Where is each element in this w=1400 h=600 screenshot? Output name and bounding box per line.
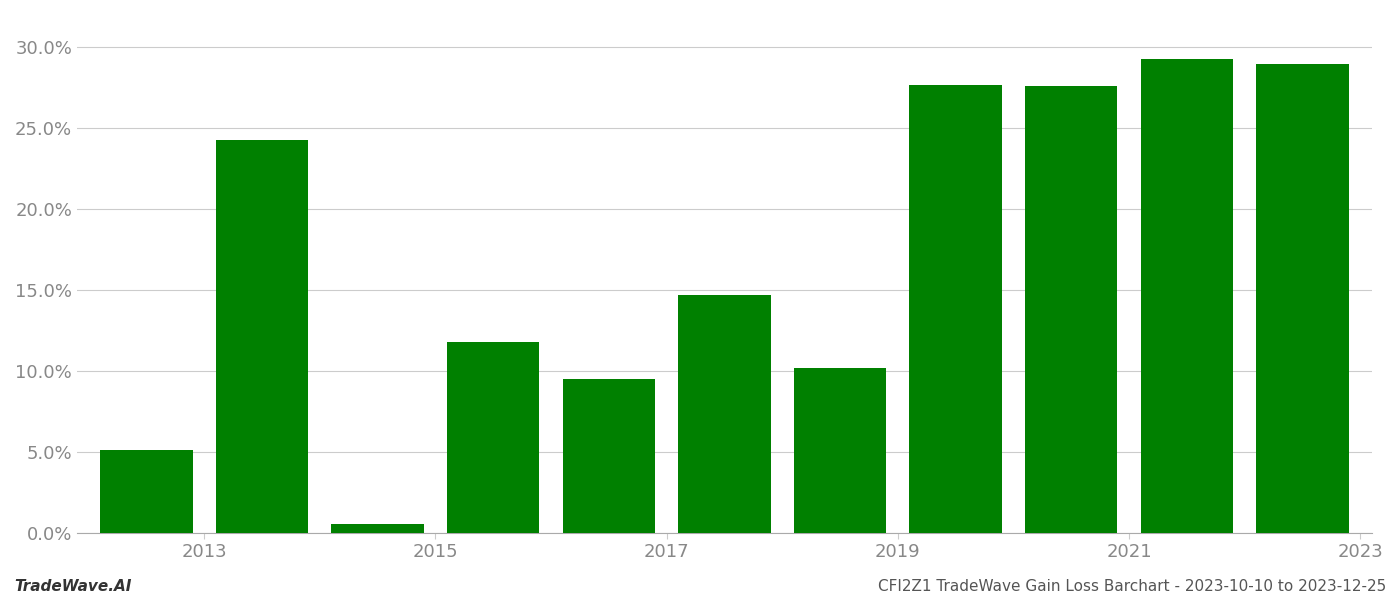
Text: CFI2Z1 TradeWave Gain Loss Barchart - 2023-10-10 to 2023-12-25: CFI2Z1 TradeWave Gain Loss Barchart - 20… [878, 579, 1386, 594]
Bar [1025, 86, 1117, 533]
Bar [794, 368, 886, 533]
Bar [216, 140, 308, 533]
Bar [1141, 59, 1233, 533]
Bar [101, 450, 193, 533]
Text: TradeWave.AI: TradeWave.AI [14, 579, 132, 594]
Bar [447, 342, 539, 533]
Bar [678, 295, 770, 533]
Bar [332, 524, 424, 533]
Bar [910, 85, 1002, 533]
Bar [1256, 64, 1348, 533]
Bar [563, 379, 655, 533]
